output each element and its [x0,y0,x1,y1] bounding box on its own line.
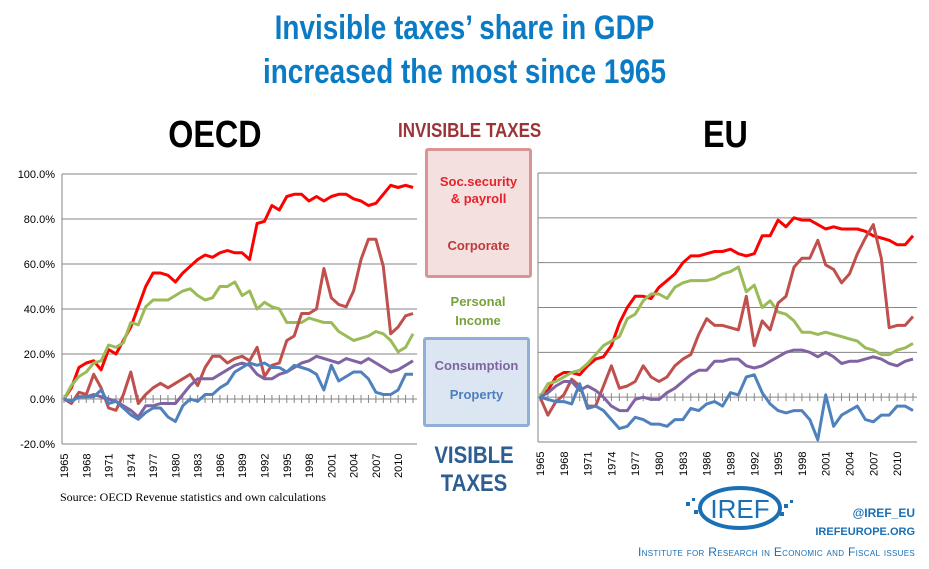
x-tick-label: 2004 [349,454,361,478]
x-tick-label: 1983 [678,452,690,476]
x-tick-label: 1965 [535,452,547,476]
x-tick-label: 2004 [845,452,857,476]
x-tick-label: 1974 [606,452,618,476]
source-note: Source: OECD Revenue statistics and own … [60,490,326,504]
series-line-corporate [538,223,915,417]
y-tick-label: 20.0% [24,349,55,361]
x-tick-label: 1983 [193,454,205,478]
x-tick-label: 1968 [559,452,571,476]
y-tick-label: 0.0% [30,394,55,406]
main-title-line-1: Invisible taxes’ share in GDP [274,9,655,47]
visible-label-line-2: TAXES [440,470,508,497]
institute-name: Institute for Research in Economic and F… [638,545,915,559]
legend-property: Property [449,387,504,402]
legend-payroll: & payroll [450,191,507,206]
series-line-corporate [63,237,414,412]
y-tick-label: 80.0% [24,214,55,226]
x-tick-label: 2007 [868,452,880,476]
eu-chart-title: EU [702,114,748,156]
series-line-personal-income [538,265,914,398]
main-title-line-2: increased the most since 1965 [263,53,666,91]
website-link[interactable]: IREFEUROPE.ORG [815,526,915,538]
x-tick-label: 2010 [393,454,405,478]
x-tick-label: 1998 [797,452,809,476]
twitter-handle[interactable]: @IREF_EU [852,506,915,520]
x-tick-label: 1977 [148,454,160,478]
iref-logo-icon: IREF [686,486,793,530]
x-tick-label: 1995 [773,452,785,476]
x-tick-label: 2001 [326,454,338,478]
x-tick-label: 1980 [654,452,666,476]
x-tick-label: 1971 [583,452,595,476]
y-tick-label: 100.0% [18,169,56,181]
invisible-taxes-label: INVISIBLE TAXES [398,120,542,142]
series-line-consumption [539,348,914,413]
legend-income: Income [455,313,501,328]
x-tick-label: 1995 [282,454,294,478]
x-tick-label: 1971 [104,454,116,478]
x-tick-label: 1998 [304,454,316,478]
x-tick-label: 1968 [81,454,93,478]
legend-soc-security: Soc.security [439,174,518,189]
legend-consumption: Consumption [434,358,519,373]
x-tick-label: 1965 [59,454,71,478]
y-tick-label: -20.0% [20,439,55,451]
series-line-personal-income [62,280,415,400]
visible-taxes-box: Consumption Property [423,337,530,427]
invisible-taxes-box: Soc.security & payroll Corporate [425,148,532,278]
series-line-soc-security-payroll [62,183,414,400]
x-tick-label: 1992 [259,454,271,478]
legend-personal-income: Personal Income [428,292,528,330]
legend-personal: Personal [450,294,506,309]
y-tick-label: 60.0% [24,259,55,271]
visible-taxes-label: VISIBLE TAXES [428,442,520,498]
x-tick-label: 1980 [170,454,182,478]
legend-corporate: Corporate [447,238,510,253]
x-tick-label: 2001 [821,452,833,476]
series-line-property [539,373,914,442]
iref-logo: IREF [680,482,800,532]
x-tick-label: 1992 [749,452,761,476]
visible-label-line-1: VISIBLE [434,442,514,469]
x-tick-label: 1986 [215,454,227,478]
series-line-property [63,361,413,423]
oecd-chart-title: OECD [168,114,262,156]
x-tick-label: 1974 [126,454,138,478]
x-tick-label: 1977 [630,452,642,476]
logo-text: IREF [710,494,769,524]
x-tick-label: 1986 [702,452,714,476]
y-tick-label: 40.0% [24,304,55,316]
x-tick-label: 2010 [892,452,904,476]
x-tick-label: 2007 [371,454,383,478]
x-tick-label: 1989 [725,452,737,476]
series-line-soc-security-payroll [539,216,915,399]
x-tick-label: 1989 [237,454,249,478]
